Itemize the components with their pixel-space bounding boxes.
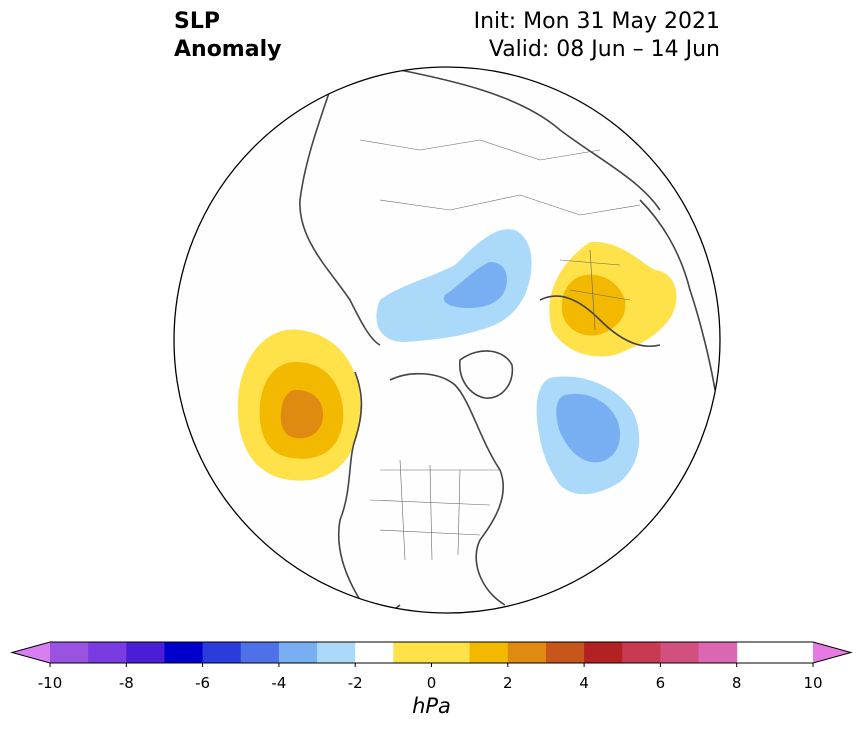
colorbar-tick-label: 10 [803,674,822,692]
colorbar-segment [469,642,509,663]
europe-africa-coast [639,199,716,391]
anomaly-siberia-low [376,229,532,343]
anomaly-fields [237,229,677,495]
colorbar-segment [660,642,700,663]
colorbar-tick-label: -6 [195,674,210,692]
colorbar-tick-label: 8 [732,674,742,692]
colorbar-segment [545,642,585,663]
colorbar-tick-label: -8 [119,674,134,692]
colorbar-tick-label: -10 [38,674,63,692]
globe-outline [173,66,721,614]
colorbar-segment [202,642,242,663]
title-line-2: Anomaly [174,37,282,62]
forecast-dates: Init: Mon 31 May 2021 Valid: 08 Jun – 14… [474,8,720,64]
colorbar-extend-low [12,642,50,663]
colorbar-extend-high [813,642,851,663]
valid-range: Valid: 08 Jun – 14 Jun [488,37,720,62]
arctic-asia-coast [399,69,661,211]
north-america-east-coast [389,372,506,606]
asia-pacific-coast [299,89,381,346]
colorbar-tick-label: 4 [579,674,589,692]
colorbar-segment [622,642,661,663]
colorbar-tick-label: 2 [503,674,513,692]
colorbar-unit-label: hPa [412,694,451,718]
map-title: SLP Anomaly [174,8,281,64]
colorbar-ticks: -10 -8 -6 -4 -2 0 2 4 6 8 10 [38,663,823,692]
colorbar-segment [278,642,318,663]
colorbar-segment [126,642,165,663]
colorbar-segment [240,642,280,663]
colorbar-segment [164,642,204,663]
colorbar-tick-label: 0 [427,674,437,692]
colorbar-tick-label: -4 [271,674,286,692]
anomaly-north-pacific-high [237,329,361,481]
greenland-coast [459,350,514,399]
colorbar-segment [584,642,623,663]
anomaly-north-atlantic-low [536,376,640,495]
colorbar-segment [317,642,356,663]
mediterranean-coast [539,295,661,347]
colorbar-segment [507,642,547,663]
colorbar-segment [698,642,738,663]
colorbar-segment [88,642,127,663]
colorbar-tick-label: -2 [348,674,363,692]
title-line-1: SLP [174,9,220,34]
colorbar [10,641,853,664]
init-date: Init: Mon 31 May 2021 [473,9,720,34]
colorbar-segment [50,642,89,663]
colorbar-segment [355,642,394,663]
colorbar-tick-label: 6 [656,674,666,692]
colorbar-segment [393,642,471,663]
borders [359,139,641,561]
